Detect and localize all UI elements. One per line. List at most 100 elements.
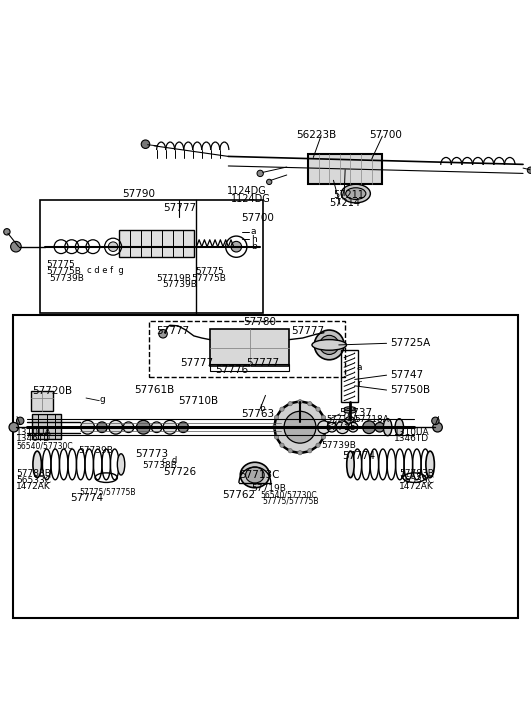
Bar — [13, 315, 518, 619]
Circle shape — [151, 422, 162, 433]
Circle shape — [363, 421, 375, 433]
Text: 57718A: 57718A — [355, 415, 390, 425]
Circle shape — [327, 422, 337, 432]
Text: 56533C: 56533C — [399, 475, 434, 485]
Circle shape — [288, 449, 293, 453]
Text: 57700: 57700 — [369, 130, 402, 140]
Circle shape — [316, 443, 320, 447]
Text: 57773: 57773 — [135, 449, 168, 459]
Text: h: h — [251, 235, 256, 244]
Text: 1346TD: 1346TD — [16, 435, 51, 443]
Circle shape — [231, 241, 242, 252]
Text: 57713C: 57713C — [239, 470, 279, 480]
Ellipse shape — [341, 184, 371, 203]
Text: 57783B: 57783B — [399, 469, 434, 478]
Text: 1346TD: 1346TD — [394, 435, 429, 443]
Text: b: b — [259, 404, 265, 413]
Circle shape — [275, 415, 279, 419]
Text: 57775/57775B: 57775/57775B — [80, 488, 136, 497]
Circle shape — [307, 401, 312, 406]
Text: 57726: 57726 — [163, 467, 196, 478]
Text: 1472AK: 1472AK — [16, 482, 50, 491]
Circle shape — [136, 420, 150, 434]
Bar — [341, 350, 358, 402]
Text: 57739B: 57739B — [49, 274, 84, 283]
Text: 57761B: 57761B — [134, 385, 174, 395]
Circle shape — [178, 422, 189, 433]
Text: 56223B: 56223B — [296, 130, 336, 140]
Circle shape — [123, 422, 134, 433]
Text: 57739B: 57739B — [321, 441, 356, 450]
Text: 57738B: 57738B — [142, 462, 177, 470]
Bar — [308, 153, 382, 184]
Text: 57214: 57214 — [329, 198, 360, 208]
Circle shape — [298, 400, 302, 404]
Text: 57762: 57762 — [222, 490, 255, 500]
Circle shape — [288, 401, 293, 406]
Text: b: b — [251, 242, 256, 252]
Text: 57775B: 57775B — [47, 267, 82, 276]
Text: r: r — [357, 379, 361, 387]
Circle shape — [109, 420, 123, 434]
Text: 57783B: 57783B — [16, 469, 51, 478]
Ellipse shape — [383, 419, 392, 435]
Circle shape — [141, 140, 150, 148]
Ellipse shape — [240, 462, 270, 488]
Text: 57211: 57211 — [333, 190, 364, 200]
Text: g: g — [99, 395, 105, 404]
Text: 57750B: 57750B — [390, 385, 431, 395]
Ellipse shape — [312, 340, 346, 350]
Text: 1472AK: 1472AK — [399, 482, 434, 491]
Text: 57747: 57747 — [390, 370, 423, 380]
Text: 57719B: 57719B — [157, 274, 192, 283]
Text: 57775: 57775 — [47, 260, 75, 269]
Text: 57777: 57777 — [181, 358, 213, 369]
Text: 57777: 57777 — [163, 203, 196, 213]
Text: 56533C: 56533C — [16, 475, 51, 485]
Circle shape — [321, 415, 326, 419]
Text: 57714A: 57714A — [326, 415, 358, 425]
Text: 57725A: 57725A — [390, 338, 431, 348]
Ellipse shape — [346, 188, 366, 199]
Ellipse shape — [117, 454, 125, 475]
Circle shape — [275, 402, 326, 453]
Circle shape — [316, 407, 320, 411]
Text: 1124DG: 1124DG — [231, 194, 271, 204]
Ellipse shape — [395, 419, 404, 435]
Text: 1124DG: 1124DG — [227, 186, 267, 196]
Ellipse shape — [344, 407, 356, 411]
Circle shape — [272, 425, 277, 430]
Text: 57720B: 57720B — [32, 386, 72, 396]
Text: 57775/57775B: 57775/57775B — [262, 497, 319, 505]
Circle shape — [275, 435, 279, 439]
Text: 57776: 57776 — [215, 366, 248, 375]
Bar — [210, 364, 289, 371]
Circle shape — [375, 422, 384, 432]
Text: 57737: 57737 — [339, 408, 372, 418]
Text: 56540/57730C: 56540/57730C — [16, 442, 73, 451]
Text: c  d: c d — [162, 456, 177, 465]
Circle shape — [11, 241, 21, 252]
Text: 57715: 57715 — [325, 422, 356, 432]
Circle shape — [318, 421, 330, 433]
Text: 1310UA: 1310UA — [16, 428, 52, 437]
Text: 57775B: 57775B — [191, 274, 226, 283]
Circle shape — [307, 449, 312, 453]
Circle shape — [320, 335, 339, 355]
Ellipse shape — [344, 409, 356, 413]
Circle shape — [280, 443, 284, 447]
Circle shape — [336, 421, 349, 433]
Circle shape — [108, 242, 118, 252]
Circle shape — [97, 422, 107, 433]
Bar — [210, 329, 289, 366]
Text: a: a — [251, 228, 256, 236]
Text: 57774: 57774 — [71, 493, 104, 503]
Text: 57739B: 57739B — [79, 446, 114, 455]
Circle shape — [159, 329, 167, 338]
Circle shape — [323, 425, 328, 430]
Ellipse shape — [347, 451, 354, 478]
Circle shape — [432, 417, 439, 425]
Text: 57774: 57774 — [342, 451, 375, 462]
Circle shape — [9, 422, 19, 432]
Text: 57763: 57763 — [242, 409, 275, 419]
